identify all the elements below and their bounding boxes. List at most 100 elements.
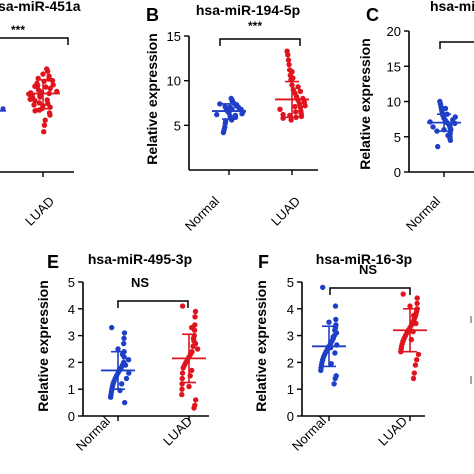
significance-label: NS (359, 262, 377, 277)
data-point-normal (330, 334, 336, 340)
data-point-normal (333, 330, 340, 336)
x-tick-labels: Normal (403, 193, 443, 233)
data-point-normal (107, 394, 114, 400)
data-point-luad (286, 61, 292, 68)
axes: 0 5 10 15 20 (387, 24, 474, 180)
data-point-luad (411, 370, 417, 376)
data-point-luad (32, 83, 38, 90)
data-point-luad (413, 320, 419, 327)
data-point-normal (320, 284, 326, 291)
y-tick-label: 2 (68, 355, 75, 370)
y-tick-label: 15 (167, 29, 181, 44)
data-point-luad (50, 82, 56, 88)
panel-title: hsa-mi (430, 0, 474, 14)
panel-f-mir-16-3p: F hsa-miR-16-3p NS Relative expression 0… (253, 251, 427, 454)
data-point-luad (191, 405, 197, 411)
data-point-luad (410, 375, 417, 382)
y-tick-label: 0 (68, 409, 75, 424)
data-point-normal (238, 107, 244, 113)
x-tick-labels: LUAD (22, 194, 57, 229)
data-point-normal (125, 357, 132, 363)
data-point-luad (415, 351, 422, 358)
data-point-luad (41, 129, 47, 135)
y-tick-label: 0 (287, 409, 294, 424)
data-point-normal (229, 117, 235, 123)
data-point-luad (411, 312, 417, 319)
data-point-luad (44, 66, 50, 72)
data-point-luad (179, 391, 185, 398)
data-point-luad (192, 340, 199, 347)
data-point-luad (36, 100, 42, 106)
data-point-luad (289, 69, 295, 75)
significance-bracket (219, 38, 301, 46)
y-tick-label: 10 (167, 74, 181, 89)
y-tick-label: 20 (387, 24, 401, 39)
y-tick-label: 4 (68, 302, 75, 317)
data-point-luad (300, 95, 306, 102)
data-point-normal (217, 101, 223, 107)
data-points (101, 303, 206, 411)
data-point-normal (332, 303, 339, 309)
data-point-luad (290, 75, 296, 81)
data-point-normal (121, 335, 127, 341)
significance-bracket (0, 37, 69, 45)
data-point-luad (40, 71, 46, 77)
axes: 0 1 2 3 4 5 (287, 275, 425, 424)
y-tick-label: 10 (387, 95, 401, 110)
x-tick-labels: Normal LUAD (289, 413, 410, 453)
data-point-luad (414, 300, 420, 307)
significance-label: *** (248, 19, 262, 33)
data-point-luad (179, 375, 185, 382)
panel-b-mir-194-5p: B hsa-miR-194-5p *** Relative expression… (144, 2, 318, 234)
data-point-luad (292, 103, 298, 110)
data-point-luad (192, 308, 199, 315)
data-point-normal (445, 132, 451, 138)
data-point-luad (284, 48, 290, 54)
data-point-normal (122, 362, 129, 368)
data-point-luad (414, 357, 420, 363)
data-point-luad (44, 97, 50, 103)
y-tick-label: 5 (174, 118, 181, 133)
data-point-luad (285, 57, 292, 63)
significance-bracket (329, 287, 411, 295)
data-point-normal (109, 324, 115, 331)
data-point-luad (42, 117, 48, 123)
data-point-normal (434, 128, 440, 134)
data-point-luad (180, 365, 186, 371)
x-tick-label-luad: LUAD (22, 194, 57, 229)
data-point-luad (194, 346, 201, 352)
data-point-luad (193, 397, 199, 403)
data-point-normal (121, 330, 128, 336)
panel-a-mir-451a: hsa-miR-451a *** LUAD (0, 0, 81, 229)
data-point-luad (295, 84, 301, 90)
y-tick-label: 5 (394, 130, 401, 145)
y-tick-label: 2 (287, 355, 294, 370)
data-point-normal (115, 346, 121, 352)
data-point-luad (46, 110, 53, 116)
data-point-normal (318, 367, 324, 374)
data-point-luad (179, 370, 186, 376)
panel-letter: F (258, 252, 269, 272)
data-point-luad (49, 77, 56, 84)
data-point-luad (280, 111, 286, 118)
significance-bracket (439, 41, 474, 49)
data-point-normal (121, 340, 127, 347)
data-point-luad (412, 362, 419, 368)
data-points (0, 66, 60, 135)
axes: 5 10 15 (167, 29, 318, 175)
significance-label: *** (11, 23, 25, 37)
y-tick-label: 4 (287, 302, 294, 317)
data-point-luad (37, 94, 43, 100)
significance-bracket-line (0, 37, 69, 45)
data-point-normal (447, 122, 453, 129)
panel-e-mir-495-3p: E hsa-miR-495-3p NS Relative expression … (35, 251, 209, 454)
y-axis-label: Relative expression (357, 38, 373, 170)
data-point-luad (31, 102, 37, 108)
data-point-luad (293, 109, 299, 115)
panel-letter: C (366, 5, 379, 25)
data-point-normal (333, 316, 339, 323)
x-tick-labels: Normal LUAD (182, 193, 303, 233)
x-tick-label-normal: Normal (182, 193, 222, 233)
panel-title: hsa-miR-451a (0, 0, 81, 14)
